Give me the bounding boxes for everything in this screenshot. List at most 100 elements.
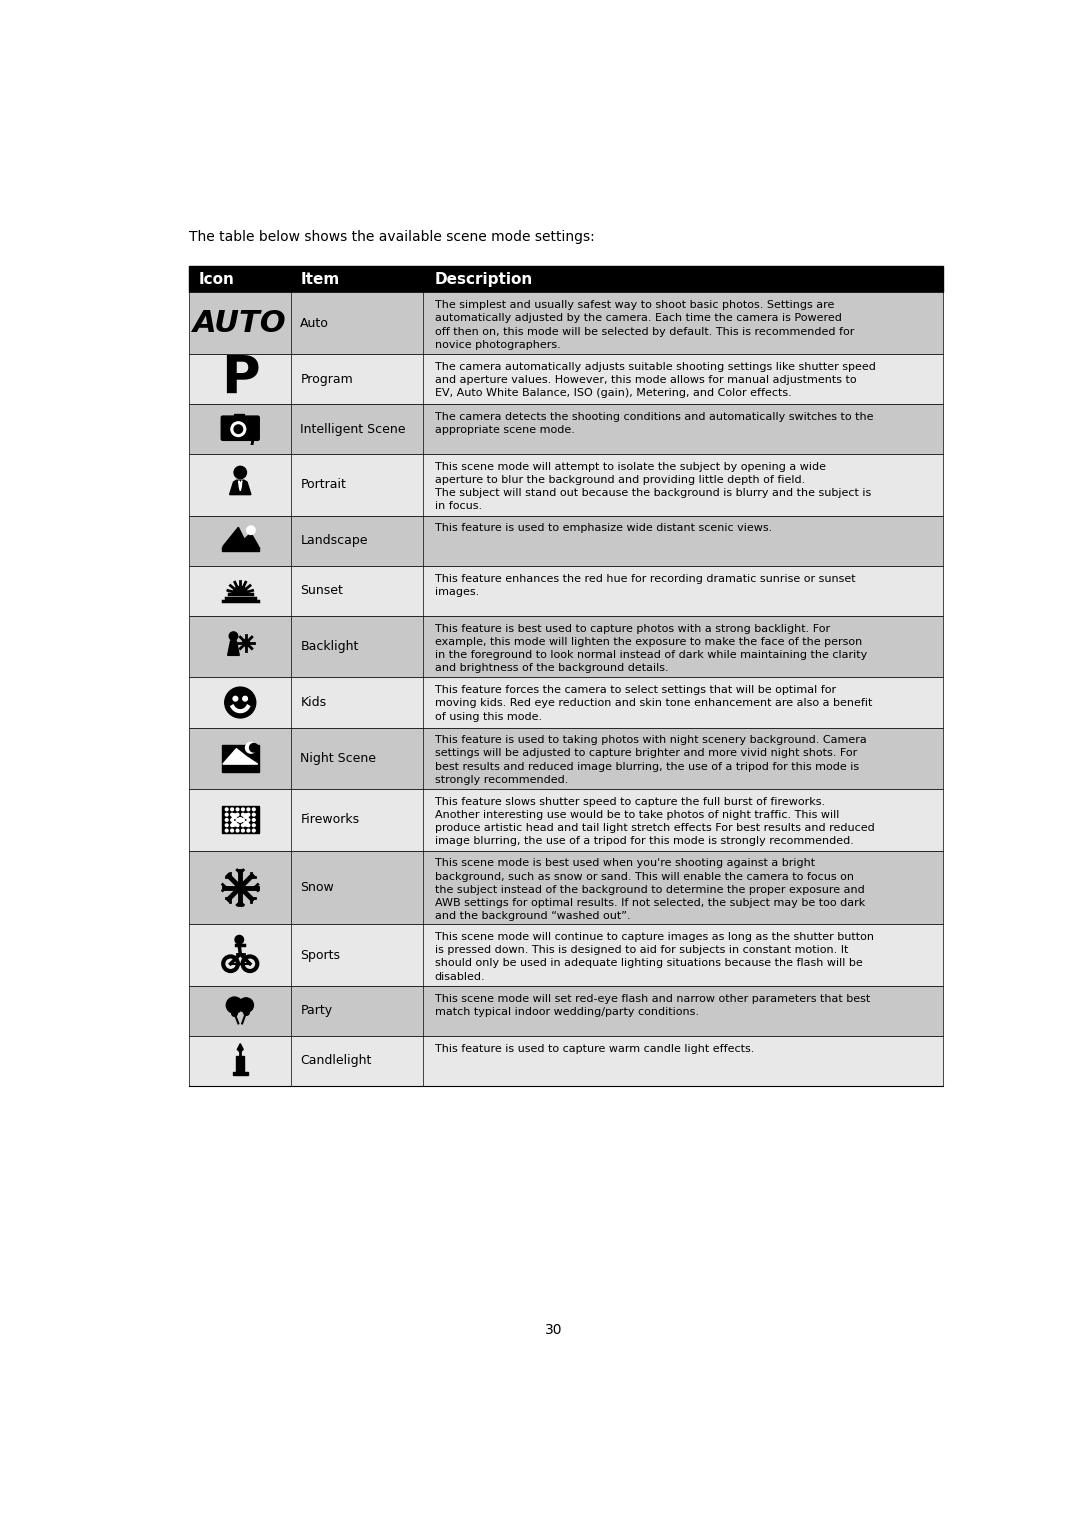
Text: The camera detects the shooting conditions and automatically switches to the
app: The camera detects the shooting conditio… <box>434 412 873 435</box>
Circle shape <box>253 814 255 815</box>
Text: This feature is used to taking photos with night scenery background. Camera
sett: This feature is used to taking photos wi… <box>434 734 866 785</box>
Circle shape <box>242 825 244 826</box>
Circle shape <box>231 421 245 437</box>
Text: This scene mode will continue to capture images as long as the shutter button
is: This scene mode will continue to capture… <box>434 931 874 982</box>
Circle shape <box>233 696 238 701</box>
Circle shape <box>245 742 256 753</box>
Circle shape <box>253 829 255 832</box>
Circle shape <box>237 814 239 815</box>
Bar <box>189 615 943 678</box>
Circle shape <box>226 829 228 832</box>
Bar <box>189 986 943 1035</box>
Text: Fireworks: Fireworks <box>300 814 360 826</box>
Circle shape <box>237 808 239 811</box>
Text: P: P <box>221 353 259 405</box>
Text: Icon: Icon <box>199 272 234 287</box>
Text: Auto: Auto <box>300 316 329 330</box>
Bar <box>189 405 943 454</box>
Circle shape <box>232 822 237 826</box>
Polygon shape <box>230 479 251 495</box>
Text: This scene mode is best used when you're shooting against a bright
background, s: This scene mode is best used when you're… <box>434 858 865 921</box>
Text: Backlight: Backlight <box>300 640 359 654</box>
Circle shape <box>231 825 233 826</box>
Text: Sports: Sports <box>300 948 340 962</box>
Circle shape <box>253 818 255 822</box>
Bar <box>189 567 943 615</box>
Bar <box>232 1072 248 1075</box>
Circle shape <box>239 997 254 1012</box>
Text: Party: Party <box>300 1005 333 1017</box>
Text: AUTO: AUTO <box>193 308 287 337</box>
Circle shape <box>247 814 249 815</box>
Circle shape <box>232 814 237 818</box>
Polygon shape <box>228 641 240 655</box>
Text: Intelligent Scene: Intelligent Scene <box>300 423 406 435</box>
Circle shape <box>234 466 246 478</box>
Circle shape <box>226 808 228 811</box>
Circle shape <box>247 825 249 826</box>
Text: Sunset: Sunset <box>300 585 343 597</box>
Bar <box>189 678 943 727</box>
Polygon shape <box>237 533 258 547</box>
Circle shape <box>244 822 248 826</box>
Circle shape <box>235 936 244 944</box>
Text: Kids: Kids <box>300 696 326 709</box>
Circle shape <box>229 632 238 640</box>
Text: The simplest and usually safest way to shoot basic photos. Settings are
automati: The simplest and usually safest way to s… <box>434 301 854 350</box>
Circle shape <box>226 814 228 815</box>
Circle shape <box>225 687 256 718</box>
Bar <box>189 851 943 924</box>
Bar <box>189 266 943 293</box>
Polygon shape <box>239 481 242 490</box>
Circle shape <box>242 818 244 822</box>
Text: Night Scene: Night Scene <box>300 751 377 765</box>
Bar <box>189 516 943 567</box>
Circle shape <box>231 808 233 811</box>
Text: i: i <box>249 431 256 449</box>
Circle shape <box>227 997 243 1014</box>
Text: This feature is used to emphasize wide distant scenic views.: This feature is used to emphasize wide d… <box>434 524 772 533</box>
Text: This scene mode will set red-eye flash and narrow other parameters that best
mat: This scene mode will set red-eye flash a… <box>434 994 869 1017</box>
Bar <box>234 414 244 418</box>
Bar <box>221 806 258 834</box>
Circle shape <box>247 808 249 811</box>
Polygon shape <box>222 748 258 764</box>
Circle shape <box>242 829 244 832</box>
Circle shape <box>231 814 233 815</box>
Text: Portrait: Portrait <box>300 478 347 492</box>
Circle shape <box>226 825 228 826</box>
Text: Item: Item <box>300 272 339 287</box>
Text: This feature enhances the red hue for recording dramatic sunrise or sunset
image: This feature enhances the red hue for re… <box>434 574 855 597</box>
Polygon shape <box>238 1043 243 1052</box>
Circle shape <box>243 640 249 646</box>
Polygon shape <box>222 527 248 547</box>
Circle shape <box>244 814 248 818</box>
Text: Program: Program <box>300 373 353 386</box>
Circle shape <box>243 696 247 701</box>
Circle shape <box>242 814 244 815</box>
Circle shape <box>231 829 233 832</box>
Bar <box>189 293 943 354</box>
Text: Description: Description <box>434 272 532 287</box>
Circle shape <box>247 829 249 832</box>
Text: This feature forces the camera to select settings that will be optimal for
movin: This feature forces the camera to select… <box>434 686 872 722</box>
Circle shape <box>234 425 243 434</box>
Circle shape <box>246 525 255 534</box>
Text: 30: 30 <box>544 1322 563 1336</box>
Bar <box>189 354 943 405</box>
Circle shape <box>238 817 243 822</box>
Circle shape <box>237 825 239 826</box>
Circle shape <box>226 818 228 822</box>
Bar <box>221 547 258 551</box>
Text: The table below shows the available scene mode settings:: The table below shows the available scen… <box>189 231 595 244</box>
Circle shape <box>237 829 239 832</box>
Circle shape <box>249 744 258 751</box>
Circle shape <box>247 818 249 822</box>
Text: This feature is best used to capture photos with a strong backlight. For
example: This feature is best used to capture pho… <box>434 623 867 673</box>
Text: This scene mode will attempt to isolate the subject by opening a wide
aperture t: This scene mode will attempt to isolate … <box>434 461 870 512</box>
Text: Candlelight: Candlelight <box>300 1055 372 1067</box>
FancyBboxPatch shape <box>221 415 259 440</box>
Circle shape <box>253 825 255 826</box>
Text: The camera automatically adjusts suitable shooting settings like shutter speed
a: The camera automatically adjusts suitabl… <box>434 362 876 399</box>
Circle shape <box>253 808 255 811</box>
